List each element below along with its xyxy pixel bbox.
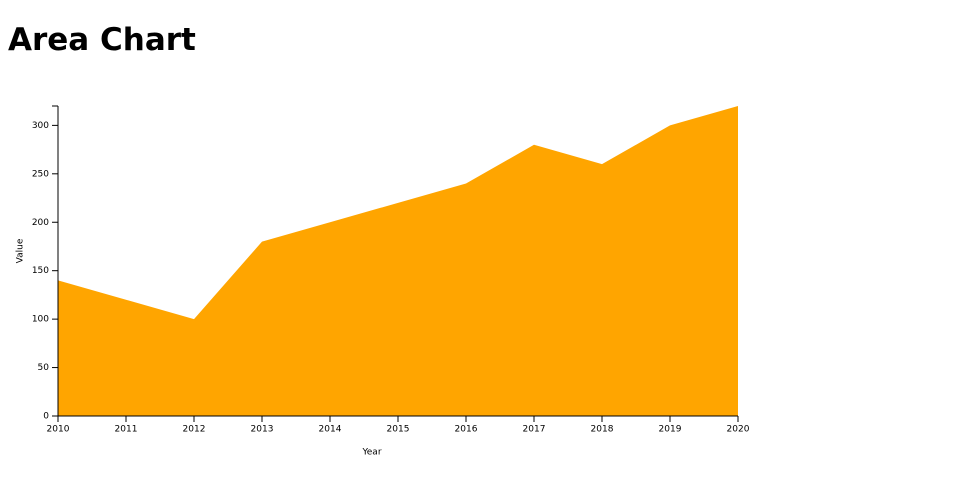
x-tick-label: 2014	[319, 425, 342, 435]
x-axis-label: Year	[361, 448, 381, 458]
x-tick-label: 2010	[47, 425, 70, 435]
x-tick-label: 2018	[591, 425, 614, 435]
x-tick-label: 2015	[387, 425, 410, 435]
y-tick-label: 50	[38, 363, 50, 373]
chart-title: Area Chart	[8, 22, 196, 58]
area	[58, 106, 738, 416]
x-tick-label: 2013	[251, 425, 274, 435]
y-axis-label: Value	[16, 238, 26, 263]
x-tick-label: 2020	[727, 425, 750, 435]
y-tick-label: 250	[32, 169, 49, 179]
x-tick-label: 2016	[455, 425, 478, 435]
y-tick-label: 200	[32, 218, 49, 228]
y-tick-label: 150	[32, 266, 49, 276]
x-tick-label: 2019	[659, 425, 682, 435]
x-tick-label: 2017	[523, 425, 546, 435]
y-tick-label: 300	[32, 121, 49, 131]
x-tick-label: 2012	[183, 425, 206, 435]
y-tick-label: 0	[43, 412, 49, 422]
y-tick-label: 100	[32, 315, 49, 325]
x-tick-label: 2011	[115, 425, 138, 435]
